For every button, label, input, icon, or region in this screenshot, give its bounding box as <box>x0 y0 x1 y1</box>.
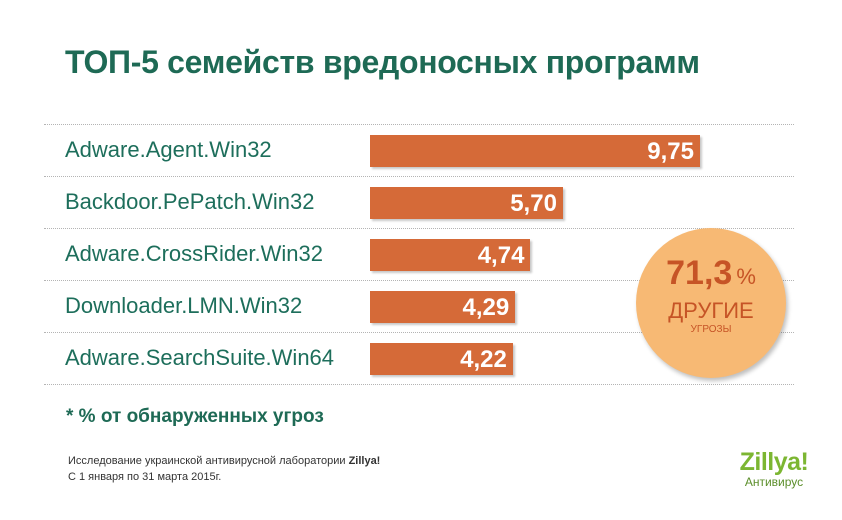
category-label: Adware.Agent.Win32 <box>65 137 272 162</box>
bar-value-label: 4,22 <box>460 346 507 373</box>
source-note: Исследование украинской антивирусной лаб… <box>68 453 380 485</box>
callout-value: 71,3 <box>666 254 733 292</box>
logo-subtitle: Антивирус <box>744 475 804 489</box>
source-line2: С 1 января по 31 марта 2015г. <box>68 471 222 483</box>
other-threats-callout: 71,3% ДРУГИЕ УГРОЗЫ <box>636 228 786 378</box>
bar <box>370 343 513 375</box>
row-divider <box>44 124 794 125</box>
row-divider <box>44 176 794 177</box>
zillya-logo: Zillya! Антивирус <box>724 449 824 489</box>
callout-label: ДРУГИЕ <box>668 298 754 323</box>
bar <box>370 291 516 323</box>
row-divider <box>44 280 794 281</box>
bar-value-label: 5,70 <box>510 190 557 217</box>
bar-value-label: 4,74 <box>477 242 525 269</box>
row-divider <box>44 332 794 333</box>
bar <box>370 239 531 271</box>
bar-value-label: 4,29 <box>462 294 510 321</box>
category-label: Adware.CrossRider.Win32 <box>65 241 323 266</box>
category-label: Adware.SearchSuite.Win64 <box>65 345 335 370</box>
callout-sublabel: УГРОЗЫ <box>690 324 732 335</box>
category-label: Backdoor.PePatch.Win32 <box>65 189 315 214</box>
callout-unit: % <box>736 264 756 289</box>
source-line1: Исследование украинской антивирусной лаб… <box>68 455 349 467</box>
chart-title: ТОП-5 семейств вредоносных программ <box>65 44 700 80</box>
footnote: * % от обнаруженных угроз <box>66 406 324 427</box>
logo-wordmark: Zillya! <box>739 448 809 476</box>
category-label: Downloader.LMN.Win32 <box>65 293 303 318</box>
bar <box>370 187 563 219</box>
row-divider <box>44 384 794 385</box>
bar <box>370 135 700 167</box>
bar-value-label: 9,75 <box>647 138 694 165</box>
bar-chart: Adware.Agent.Win32 9,75 Backdoor.PePatch.W… <box>44 124 794 385</box>
row-divider <box>44 228 794 229</box>
source-brand: Zillya! <box>348 455 381 467</box>
